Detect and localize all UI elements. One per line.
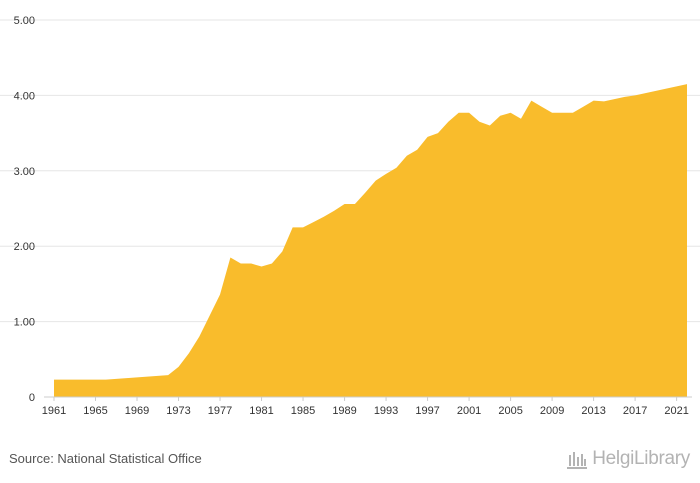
area-series-fill xyxy=(54,84,687,397)
x-tick-label: 2013 xyxy=(581,405,605,417)
x-tick-label: 2017 xyxy=(623,405,647,417)
source-note: Source: National Statistical Office xyxy=(9,451,202,466)
helgi-library-logo[interactable]: HelgiLibrary xyxy=(566,446,690,472)
y-tick-label: 0 xyxy=(29,392,35,404)
x-tick-label: 1961 xyxy=(42,405,66,417)
x-tick-label: 1969 xyxy=(125,405,149,417)
y-axis-tick-labels: 0 1.00 2.00 3.00 4.00 5.00 xyxy=(14,15,35,404)
area-chart: 01.002.003.004.005.00 1961 1965 1969 1973 19… xyxy=(0,15,700,417)
y-tick-label: 2.00 xyxy=(14,241,35,253)
x-tick-label: 1965 xyxy=(83,405,107,417)
chart-footer: Source: National Statistical Office Helg… xyxy=(0,440,700,483)
logo-text: HelgiLibrary xyxy=(592,448,690,469)
x-tick-label: 2009 xyxy=(540,405,564,417)
x-tick-label: 1989 xyxy=(332,405,356,417)
x-tick-label: 2001 xyxy=(457,405,481,417)
y-tick-label: 4.00 xyxy=(14,90,35,102)
x-tick-label: 1985 xyxy=(291,405,315,417)
area-series xyxy=(54,84,687,397)
x-tick-label: 1993 xyxy=(374,405,398,417)
y-tick-label: 3.00 xyxy=(14,166,35,178)
x-tick-label: 2021 xyxy=(664,405,688,417)
x-tick-label: 1981 xyxy=(249,405,273,417)
y-tick-label: 1.00 xyxy=(14,317,35,329)
x-tick-label: 1997 xyxy=(415,405,439,417)
x-tick-label: 2005 xyxy=(498,405,522,417)
y-tick-label: 5.00 xyxy=(14,15,35,27)
library-columns-icon xyxy=(567,452,588,469)
x-tick-label: 1977 xyxy=(208,405,232,417)
x-tick-label: 1973 xyxy=(166,405,190,417)
x-axis-tick-labels: 1961 1965 1969 1973 1977 1981 1985 1989 1993 1997… xyxy=(42,397,689,417)
